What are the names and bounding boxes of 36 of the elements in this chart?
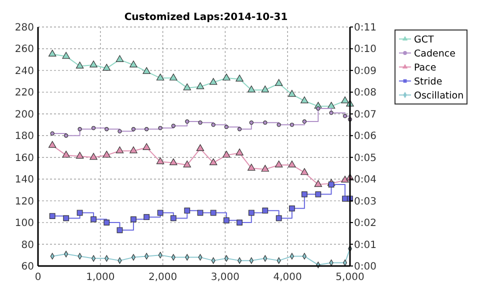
legend-label: Oscillation bbox=[414, 90, 464, 102]
y2-tick-label: 0:11 bbox=[354, 22, 376, 34]
y-tick-label: 220 bbox=[14, 88, 34, 99]
y-tick-label: 180 bbox=[14, 131, 34, 142]
legend-label: GCT bbox=[414, 34, 434, 46]
y2-tick-label: 0:02 bbox=[354, 218, 376, 230]
y2-tick-label: 0:08 bbox=[354, 88, 376, 99]
y2-tick-label: 0:07 bbox=[354, 109, 376, 120]
x-tick-label: 3,000 bbox=[210, 272, 240, 283]
y-tick-label: 200 bbox=[14, 109, 34, 120]
y2-tick-label: 0:10 bbox=[354, 44, 376, 56]
legend-label: Pace bbox=[414, 62, 436, 74]
y2-tick-label: 0:06 bbox=[354, 131, 376, 142]
legend-label: Cadence bbox=[414, 48, 456, 60]
y-tick-label: 60 bbox=[21, 262, 34, 272]
y-tick-label: 260 bbox=[14, 44, 34, 56]
y-tick-label: 280 bbox=[14, 22, 34, 34]
y-tick-label: 240 bbox=[14, 66, 34, 77]
y2-tick-label: 0:01 bbox=[354, 240, 376, 251]
y-tick-label: 160 bbox=[14, 152, 34, 164]
y2-tick-label: 0:04 bbox=[354, 174, 376, 186]
x-tick-label: 5,000 bbox=[336, 272, 364, 283]
y2-tick-label: 0:03 bbox=[354, 196, 376, 208]
y2-tick-label: 0:09 bbox=[354, 66, 376, 77]
y2-tick-label: 0:00 bbox=[354, 262, 376, 272]
x-tick-label: 1,000 bbox=[86, 272, 115, 283]
legend-label: Stride bbox=[414, 76, 442, 88]
y2-tick-label: 0:05 bbox=[354, 152, 376, 164]
x-tick-label: 0 bbox=[34, 272, 42, 283]
chart-title: Customized Laps:2014-10-31 bbox=[124, 12, 288, 23]
x-tick-label: 2,000 bbox=[148, 272, 178, 283]
y-tick-label: 140 bbox=[14, 174, 34, 186]
y-tick-label: 100 bbox=[14, 218, 34, 230]
y-tick-label: 120 bbox=[14, 196, 34, 208]
x-tick-label: 4,000 bbox=[273, 272, 302, 283]
y-tick-label: 80 bbox=[21, 240, 34, 251]
